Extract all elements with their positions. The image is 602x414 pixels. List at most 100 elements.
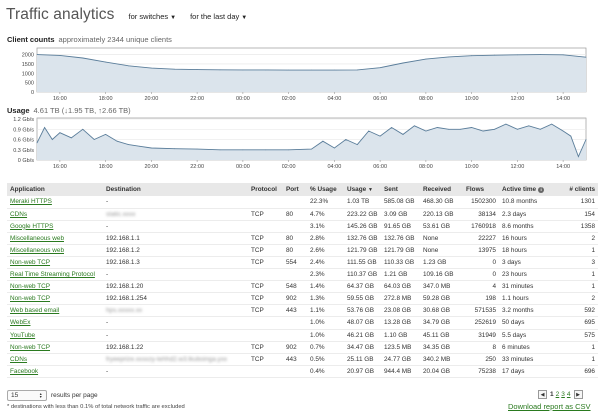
y-tick-label: 0.6 Gb/s bbox=[13, 138, 34, 144]
data-point bbox=[311, 69, 312, 71]
prev-page-icon[interactable]: ◀ bbox=[538, 390, 547, 399]
application-link[interactable]: Miscellaneous web bbox=[10, 234, 64, 242]
col-protocol[interactable]: Protocol bbox=[251, 186, 277, 193]
application-link[interactable]: Web based email bbox=[10, 307, 60, 315]
cell-flows: 13975 bbox=[478, 246, 496, 254]
cell-pct: 1.4% bbox=[310, 283, 325, 291]
cell-proto bbox=[248, 317, 283, 329]
cell-pct: 4.7% bbox=[310, 210, 325, 218]
cell-usage: 223.22 GB bbox=[347, 210, 378, 218]
cell-active: 2.3 days bbox=[502, 210, 527, 218]
cell-proto: TCP bbox=[251, 355, 264, 363]
application-link[interactable]: Facebook bbox=[10, 367, 39, 375]
data-point bbox=[448, 56, 450, 58]
y-tick-label: 0 Gb/s bbox=[18, 158, 34, 164]
data-point bbox=[505, 123, 507, 125]
switches-filter-dropdown[interactable]: for switches ▼ bbox=[129, 12, 177, 21]
cell-dest: 192.168.1.3 bbox=[106, 259, 140, 267]
cell-usage: 64.37 GB bbox=[347, 283, 375, 291]
col-active-time[interactable]: Active time i bbox=[499, 183, 549, 196]
info-icon[interactable]: i bbox=[538, 187, 545, 193]
data-point bbox=[288, 149, 289, 151]
download-csv-link[interactable]: Download report as CSV bbox=[508, 402, 591, 411]
cell-port bbox=[283, 317, 307, 329]
x-tick-label: 16:00 bbox=[53, 164, 67, 170]
data-point bbox=[151, 67, 152, 69]
next-page-icon[interactable]: ▶ bbox=[573, 390, 583, 399]
series-line bbox=[36, 123, 587, 158]
col-port[interactable]: Port bbox=[286, 186, 299, 193]
data-point bbox=[311, 148, 312, 150]
cell-sent: 944.4 MB bbox=[384, 367, 412, 375]
x-tick-label: 22:00 bbox=[190, 96, 204, 102]
application-link[interactable]: Non-web TCP bbox=[10, 295, 51, 303]
per-page-select[interactable]: 15 ▲▼ bbox=[7, 390, 47, 401]
page-link[interactable]: 3 bbox=[561, 391, 565, 398]
cell-dest: - bbox=[106, 222, 109, 230]
application-link[interactable]: CDNs bbox=[10, 355, 28, 363]
cell-pct: 1.0% bbox=[310, 319, 325, 327]
col-application[interactable]: Application bbox=[10, 186, 45, 193]
data-point bbox=[471, 55, 472, 57]
cell-sent: 272.8 MB bbox=[384, 295, 412, 303]
data-point bbox=[334, 147, 335, 149]
cell-active: 3.2 months bbox=[502, 307, 534, 315]
table-row: Non-web TCP 192.168.1.3 TCP 554 2.4% 111.55 G… bbox=[7, 256, 598, 269]
x-tick-label: 14:00 bbox=[556, 96, 570, 102]
application-link[interactable]: CDNs bbox=[10, 210, 28, 218]
cell-clients: 2 bbox=[591, 295, 595, 303]
application-link[interactable]: WebEx bbox=[10, 319, 31, 327]
page-link[interactable]: 4 bbox=[566, 391, 571, 398]
data-point bbox=[36, 142, 38, 144]
x-tick-label: 06:00 bbox=[373, 164, 387, 170]
chevron-down-icon: ▼ bbox=[241, 15, 248, 21]
timespan-filter-dropdown[interactable]: for the last day ▼ bbox=[190, 12, 247, 21]
col-destination[interactable]: Destination bbox=[106, 186, 141, 193]
application-link[interactable]: Non-web TCP bbox=[10, 259, 51, 267]
cell-proto: TCP bbox=[251, 210, 264, 218]
x-tick-label: 02:00 bbox=[282, 164, 296, 170]
col-received[interactable]: Received bbox=[423, 186, 452, 193]
traffic-table: Application Destination Protocol Port % … bbox=[7, 183, 598, 378]
x-tick-label: 02:00 bbox=[282, 96, 296, 102]
application-link[interactable]: Non-web TCP bbox=[10, 343, 51, 351]
cell-port bbox=[283, 196, 307, 208]
page-title: Traffic analytics bbox=[6, 6, 115, 23]
cell-recv: 468.30 GB bbox=[423, 198, 454, 206]
cell-flows: 198 bbox=[485, 295, 496, 303]
data-point bbox=[36, 54, 38, 55]
usage-sublabel: 4.61 TB (↓1.95 TB, ↑2.66 TB) bbox=[33, 106, 131, 115]
data-point bbox=[528, 125, 530, 127]
application-link[interactable]: Google HTTPS bbox=[10, 222, 54, 230]
cell-clients: 3 bbox=[591, 259, 595, 267]
cell-sent: 123.5 MB bbox=[384, 343, 412, 351]
application-link[interactable]: Non-web TCP bbox=[10, 283, 51, 291]
cell-active: 16 hours bbox=[502, 234, 527, 242]
cell-recv: 30.68 GB bbox=[423, 307, 451, 315]
col-pct-usage[interactable]: % Usage bbox=[310, 186, 337, 193]
data-point bbox=[265, 149, 267, 151]
application-link[interactable]: Meraki HTTPS bbox=[10, 198, 52, 206]
x-tick-label: 18:00 bbox=[99, 96, 113, 102]
application-link[interactable]: YouTube bbox=[10, 331, 36, 339]
application-link[interactable]: Miscellaneous web bbox=[10, 246, 64, 254]
cell-usage: 48.07 GB bbox=[347, 319, 375, 327]
cell-usage: 111.55 GB bbox=[347, 259, 377, 267]
cell-dest: static.xxxx bbox=[106, 210, 136, 218]
col-sent[interactable]: Sent bbox=[384, 186, 398, 193]
page-link[interactable]: 2 bbox=[555, 391, 560, 398]
cell-pct: 0.7% bbox=[310, 343, 325, 351]
data-point bbox=[288, 69, 289, 71]
col-usage[interactable]: Usage ▼ bbox=[344, 183, 381, 196]
cell-pct: 1.1% bbox=[310, 307, 325, 315]
data-point bbox=[82, 128, 84, 130]
cell-clients: 592 bbox=[584, 307, 595, 315]
col-flows[interactable]: Flows bbox=[466, 186, 485, 193]
y-tick-label: 1.2 Gb/s bbox=[13, 117, 34, 123]
col-clients[interactable]: # clients bbox=[569, 186, 595, 193]
page-link[interactable]: 1 bbox=[550, 391, 554, 398]
data-point bbox=[585, 139, 587, 140]
cell-active: 5.5 days bbox=[502, 331, 527, 339]
cell-active: 33 minutes bbox=[502, 355, 534, 363]
application-link[interactable]: Real Time Streaming Protocol bbox=[10, 271, 95, 279]
